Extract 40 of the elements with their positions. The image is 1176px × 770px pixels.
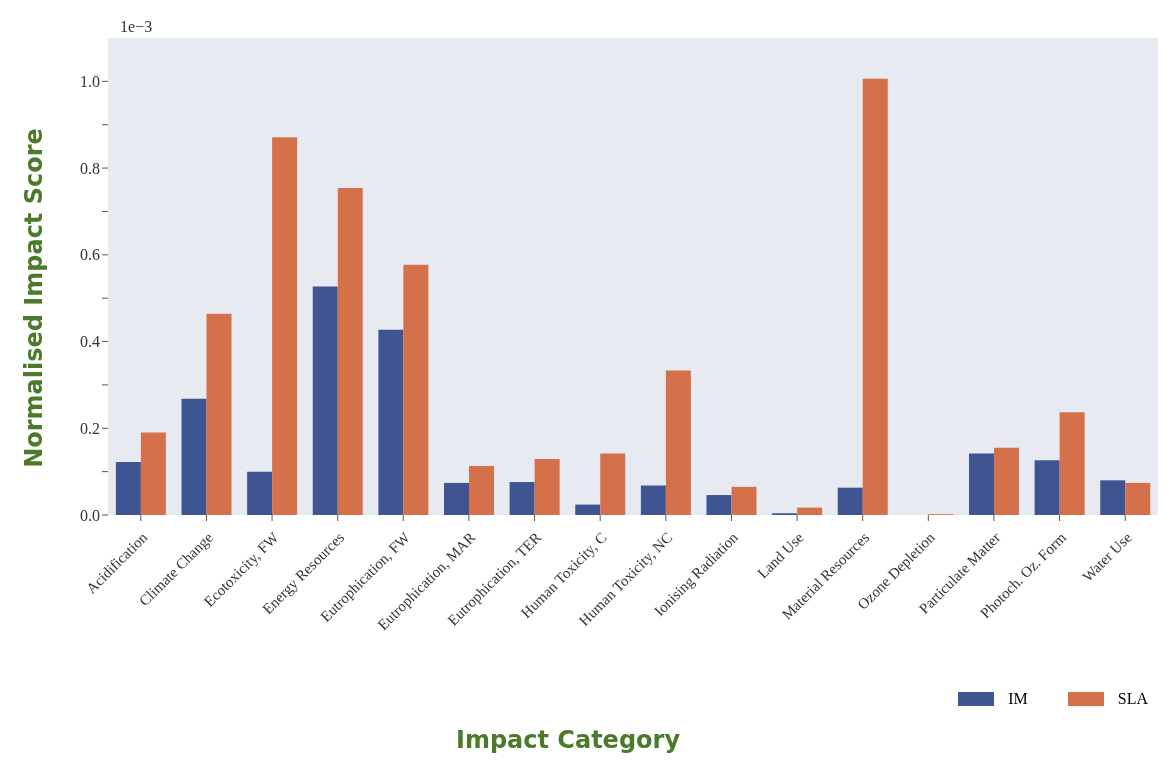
- bar: [312, 286, 338, 515]
- bar: [247, 471, 273, 515]
- bar: [797, 507, 823, 515]
- bar: [1034, 460, 1060, 515]
- bar: [1100, 480, 1126, 515]
- bar: [640, 485, 666, 515]
- legend-label: IM: [1008, 690, 1028, 708]
- y-tick-label: 0.6: [80, 246, 100, 264]
- bar: [140, 432, 166, 515]
- bar: [1125, 482, 1151, 515]
- bar: [600, 453, 626, 515]
- bar: [444, 482, 469, 515]
- bar: [862, 78, 888, 515]
- bar: [665, 370, 691, 515]
- bar: [403, 264, 429, 515]
- bar: [206, 313, 232, 515]
- y-tick-label: 1.0: [80, 73, 100, 91]
- bar: [706, 495, 732, 515]
- bar: [994, 447, 1019, 515]
- y-tick-label: 0.8: [80, 159, 100, 177]
- bar: [115, 462, 141, 515]
- bar: [337, 188, 363, 515]
- legend-label: SLA: [1117, 690, 1148, 708]
- bar: [969, 453, 994, 515]
- bar: [837, 487, 863, 515]
- bar: [378, 329, 404, 515]
- bar: [181, 398, 207, 515]
- bar: [509, 482, 535, 515]
- y-tick-label: 0.4: [80, 333, 100, 351]
- text: 1e−3: [120, 18, 153, 36]
- y-tick-label: 0.0: [80, 506, 100, 524]
- bar: [575, 504, 601, 515]
- x-axis-title: Impact Category: [455, 726, 681, 754]
- bar: [534, 459, 560, 515]
- bar: [469, 466, 494, 515]
- bar: [731, 486, 757, 515]
- y-tick-label: 0.2: [80, 419, 100, 437]
- bar: [1059, 412, 1085, 515]
- bar: [272, 137, 298, 515]
- y-axis-title: Normalised Impact Score: [20, 128, 48, 468]
